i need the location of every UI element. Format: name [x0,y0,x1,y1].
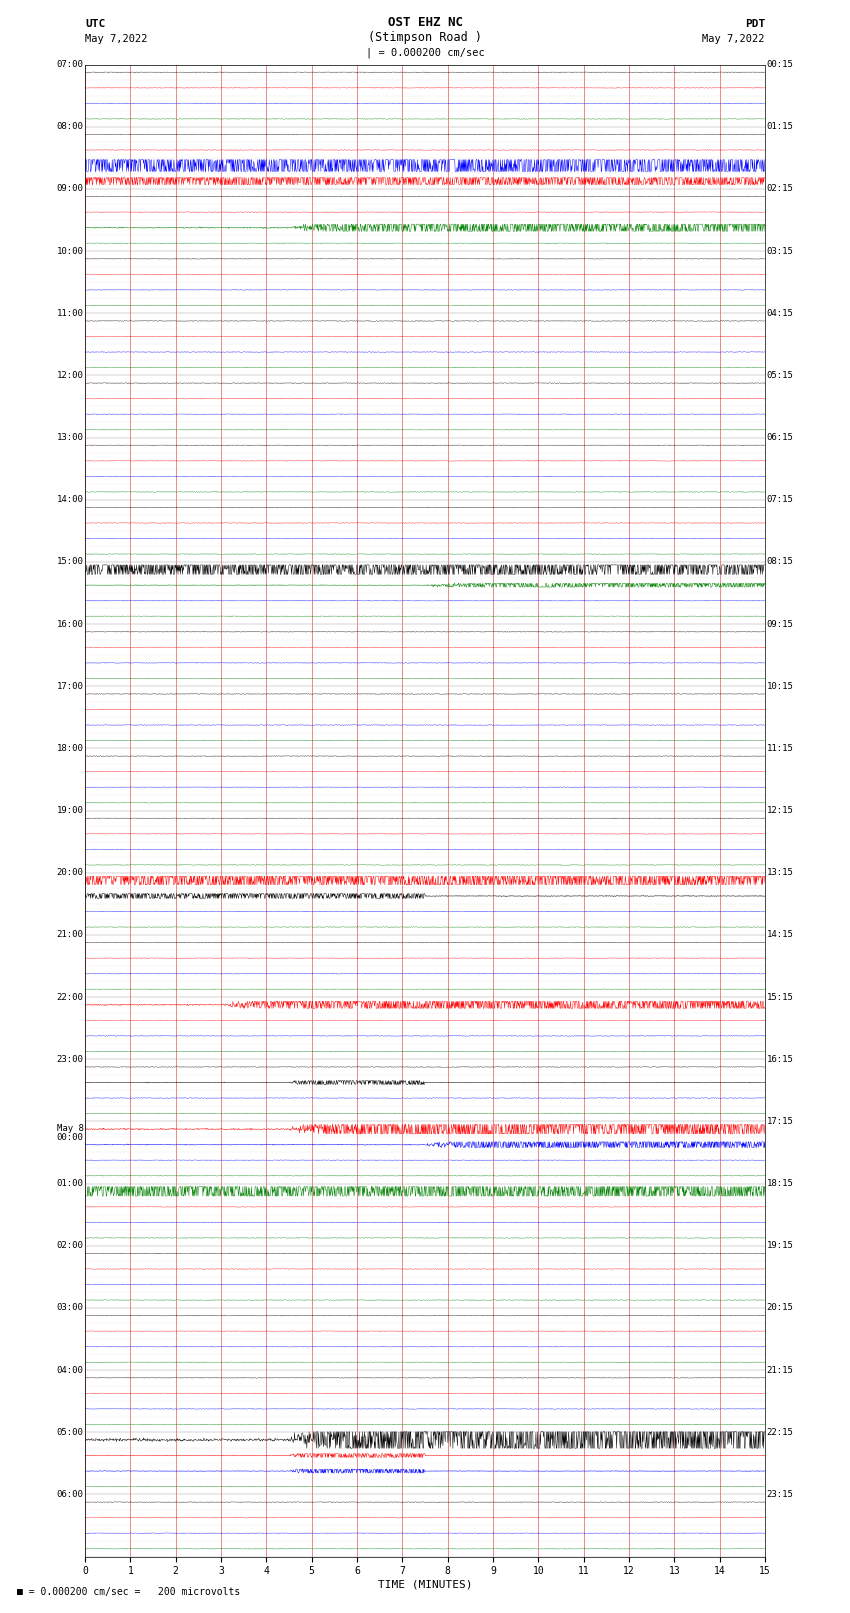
Text: 20:15: 20:15 [767,1303,793,1313]
Text: 11:15: 11:15 [767,744,793,753]
Text: OST EHZ NC: OST EHZ NC [388,16,462,29]
Text: 13:15: 13:15 [767,868,793,877]
Text: 15:15: 15:15 [767,992,793,1002]
Text: May 7,2022: May 7,2022 [85,34,148,44]
Text: 05:15: 05:15 [767,371,793,379]
Text: 10:15: 10:15 [767,682,793,690]
Text: 16:15: 16:15 [767,1055,793,1063]
Text: 02:15: 02:15 [767,184,793,194]
Text: 19:15: 19:15 [767,1242,793,1250]
Text: 21:00: 21:00 [57,931,83,939]
Text: 14:15: 14:15 [767,931,793,939]
Text: 23:00: 23:00 [57,1055,83,1063]
X-axis label: TIME (MINUTES): TIME (MINUTES) [377,1579,473,1589]
Text: 00:15: 00:15 [767,60,793,69]
Text: 10:00: 10:00 [57,247,83,255]
Text: 12:15: 12:15 [767,806,793,815]
Text: (Stimpson Road ): (Stimpson Road ) [368,31,482,44]
Text: 23:15: 23:15 [767,1490,793,1498]
Text: 03:00: 03:00 [57,1303,83,1313]
Text: May 8: May 8 [57,1124,83,1134]
Text: 19:00: 19:00 [57,806,83,815]
Text: 22:15: 22:15 [767,1428,793,1437]
Text: 14:00: 14:00 [57,495,83,505]
Text: 18:15: 18:15 [767,1179,793,1189]
Text: 01:00: 01:00 [57,1179,83,1189]
Text: 08:00: 08:00 [57,123,83,131]
Text: 08:15: 08:15 [767,558,793,566]
Text: 06:15: 06:15 [767,432,793,442]
Text: 06:00: 06:00 [57,1490,83,1498]
Text: 03:15: 03:15 [767,247,793,255]
Text: 02:00: 02:00 [57,1242,83,1250]
Text: 11:00: 11:00 [57,308,83,318]
Text: UTC: UTC [85,19,105,29]
Text: 00:00: 00:00 [57,1134,83,1142]
Text: 16:00: 16:00 [57,619,83,629]
Text: 04:15: 04:15 [767,308,793,318]
Text: 04:00: 04:00 [57,1366,83,1374]
Text: 05:00: 05:00 [57,1428,83,1437]
Text: 21:15: 21:15 [767,1366,793,1374]
Text: 09:15: 09:15 [767,619,793,629]
Text: 15:00: 15:00 [57,558,83,566]
Text: 07:00: 07:00 [57,60,83,69]
Text: | = 0.000200 cm/sec: | = 0.000200 cm/sec [366,47,484,58]
Text: 12:00: 12:00 [57,371,83,379]
Text: 20:00: 20:00 [57,868,83,877]
Text: 17:15: 17:15 [767,1116,793,1126]
Text: 17:00: 17:00 [57,682,83,690]
Text: 18:00: 18:00 [57,744,83,753]
Text: 07:15: 07:15 [767,495,793,505]
Text: ■ = 0.000200 cm/sec =   200 microvolts: ■ = 0.000200 cm/sec = 200 microvolts [17,1587,241,1597]
Text: 13:00: 13:00 [57,432,83,442]
Text: 09:00: 09:00 [57,184,83,194]
Text: 01:15: 01:15 [767,123,793,131]
Text: 22:00: 22:00 [57,992,83,1002]
Text: PDT: PDT [745,19,765,29]
Text: May 7,2022: May 7,2022 [702,34,765,44]
